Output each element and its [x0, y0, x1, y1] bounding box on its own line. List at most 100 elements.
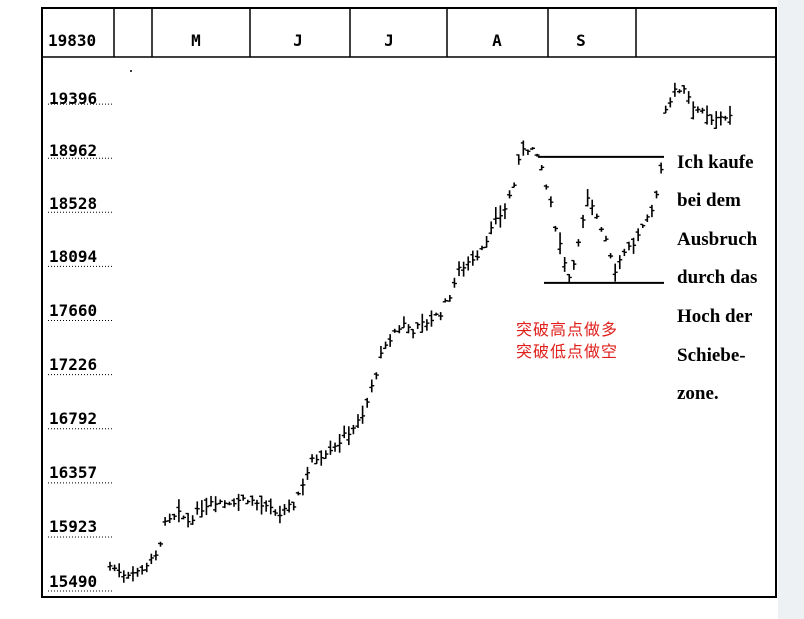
price-bar: [722, 115, 728, 121]
price-bar: [621, 248, 627, 257]
price-bar: [575, 239, 581, 247]
price-bar: [406, 324, 412, 334]
y-tick-label: 18962: [49, 141, 97, 160]
price-bar: [594, 213, 600, 219]
price-bar: [369, 379, 375, 393]
price-bar: [217, 499, 223, 505]
price-bar: [392, 328, 398, 333]
price-bar: [456, 261, 462, 277]
price-bar: [608, 253, 614, 259]
price-bar: [502, 203, 508, 220]
price-bar: [112, 564, 118, 572]
price-bar: [130, 566, 136, 582]
price-bar: [562, 257, 568, 272]
annotation-german: Ich kaufe bei dem Ausbruch durch das Hoc…: [677, 152, 758, 404]
price-bar: [249, 495, 255, 506]
price-bar: [341, 425, 347, 439]
price-bar: [277, 505, 283, 524]
y-tick-label: 17226: [49, 355, 97, 374]
price-bars: [107, 82, 733, 583]
price-bar: [268, 498, 274, 515]
price-bar: [488, 221, 494, 235]
price-bar: [479, 245, 485, 251]
price-bar: [373, 372, 379, 380]
price-bar: [222, 500, 228, 509]
price-bar: [672, 82, 678, 97]
price-bar: [148, 553, 154, 565]
price-bar: [282, 504, 288, 516]
price-bar: [263, 500, 269, 512]
price-bar: [676, 89, 682, 94]
price-bar: [199, 500, 205, 518]
price-bar: [346, 426, 352, 446]
month-label: M: [191, 31, 201, 50]
annotation-line: Hoch der: [677, 306, 753, 327]
price-bar: [323, 450, 329, 460]
annotation-line: bei dem: [677, 190, 741, 211]
price-bar: [176, 499, 182, 523]
price-bar: [135, 567, 141, 577]
price-bar: [447, 294, 453, 302]
price-bar: [631, 237, 637, 254]
price-bar: [254, 499, 260, 511]
price-bar: [709, 114, 715, 125]
price-bar: [511, 182, 517, 189]
price-bar: [213, 496, 219, 513]
price-bar: [419, 313, 425, 333]
price-bar: [116, 563, 122, 578]
y-axis-labels: 19396 18962 18528 18094 17660 17226 1679…: [49, 89, 97, 591]
price-bar: [245, 499, 251, 505]
price-bar: [410, 328, 416, 339]
price-bar: [589, 199, 595, 216]
price-bar: [272, 509, 278, 516]
price-bar: [226, 501, 232, 506]
price-bar: [240, 494, 246, 501]
month-label: S: [576, 31, 586, 50]
price-bar: [667, 97, 673, 108]
price-bar: [208, 495, 214, 507]
y-tick-label: 15923: [49, 517, 97, 536]
price-bar: [401, 316, 407, 329]
price-bar: [295, 491, 301, 496]
price-bar: [327, 440, 333, 455]
price-bar: [649, 204, 655, 218]
price-bar: [286, 499, 292, 513]
price-bar: [658, 162, 664, 174]
y-tick-label: 17660: [49, 301, 97, 320]
price-bar: [663, 105, 669, 114]
annotation-line: zone.: [677, 383, 719, 404]
y-tick-label: 18094: [49, 247, 97, 266]
annotation-chinese: 突破高点做多 突破低点做空: [516, 320, 618, 361]
price-bar: [704, 105, 710, 125]
price-bar: [686, 91, 692, 104]
price-bar: [603, 235, 609, 242]
price-bar: [396, 325, 402, 334]
price-bar: [718, 111, 724, 126]
annotation-line: Schiebe-: [677, 345, 746, 366]
price-bar: [612, 263, 618, 282]
price-bar: [383, 341, 389, 350]
price-bar: [585, 189, 591, 207]
price-bar: [424, 319, 430, 331]
price-bar: [355, 414, 361, 428]
price-bar: [139, 565, 145, 575]
price-bar: [493, 207, 499, 225]
price-bar: [465, 256, 471, 271]
price-bar: [644, 214, 650, 222]
price-bar: [259, 495, 265, 515]
header-top-value: 19830: [48, 31, 96, 50]
price-bar: [543, 184, 549, 190]
price-bar: [236, 493, 242, 511]
price-bar: [598, 227, 604, 232]
price-bar: [557, 232, 563, 255]
price-bar: [314, 454, 320, 465]
price-bar: [378, 345, 384, 359]
annotation-cn-line: 突破低点做空: [516, 342, 618, 361]
price-bar: [107, 561, 113, 571]
price-bar: [552, 225, 558, 232]
price-bar: [461, 261, 467, 277]
y-tick-label: 15490: [49, 572, 97, 591]
price-bar: [654, 190, 660, 199]
price-bar: [534, 153, 540, 157]
price-bar: [566, 273, 572, 283]
